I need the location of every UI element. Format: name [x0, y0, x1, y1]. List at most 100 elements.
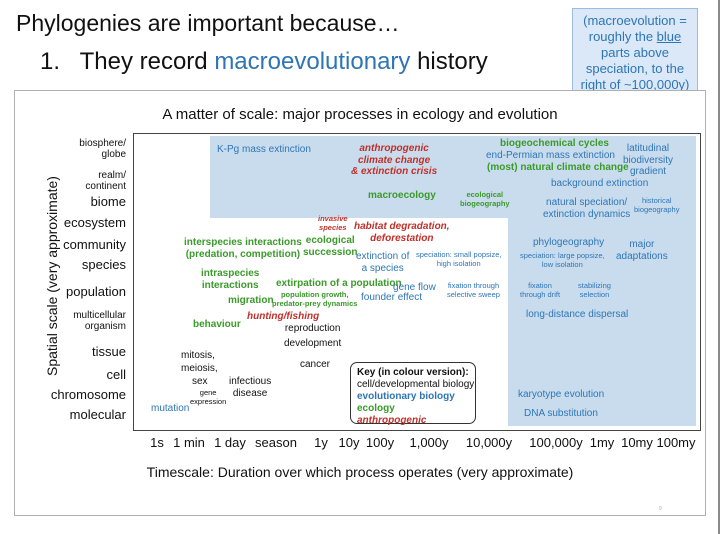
label-line: adaptations — [616, 250, 668, 262]
label-long-distance-dispersal: long-distance dispersal — [526, 309, 629, 320]
x-tick: 1,000y — [409, 435, 449, 450]
label-line: natural speciation/ — [546, 197, 628, 208]
note-text: roughly the — [588, 29, 657, 44]
note-underlined: blue — [656, 29, 682, 44]
label-extinction-of-species: extinction of a species — [356, 251, 409, 274]
x-tick: 1my — [589, 435, 615, 450]
label-karyotype-evolution: karyotype evolution — [518, 389, 605, 400]
label-line: latitudinal — [626, 143, 670, 154]
y-tick-community: community — [63, 237, 126, 252]
y-tick-cell: cell — [106, 367, 126, 382]
label-dna-substitution: DNA substitution — [524, 408, 598, 419]
label-line: fixation through — [447, 281, 500, 290]
label-line: reproduction — [284, 323, 341, 334]
label-line: extinction dynamics — [543, 208, 631, 220]
y-tick-species: species — [81, 257, 126, 272]
label-line: mitosis, — [181, 350, 215, 361]
label-line: meiosis, — [181, 363, 218, 374]
label-line: development — [284, 338, 342, 349]
figure-title: A matter of scale: major processes in ec… — [162, 106, 558, 123]
tick-line: realm/ — [98, 170, 126, 181]
label-line: & extinction crisis — [351, 166, 438, 177]
label-speciation-large-popsize: speciation: large popsize, low isolation — [520, 251, 605, 269]
label-ecological-succession: ecological succession — [303, 235, 357, 258]
note-line: parts above — [601, 45, 669, 60]
x-tick: season — [255, 435, 297, 450]
y-tick-chromosome: chromosome — [50, 387, 126, 402]
y-axis-label: Spatial scale (very approximate) — [44, 176, 60, 376]
key-title: Key (in colour version): — [357, 367, 469, 378]
label-ecological-biogeography: ecological biogeography — [460, 190, 510, 208]
label-line: fixation — [528, 281, 552, 290]
colour-key: Key (in colour version): cell/developmen… — [350, 362, 476, 426]
point-number: 1. — [40, 48, 61, 75]
label-line: low isolation — [541, 259, 583, 269]
label-gene-expression: gene expression — [190, 388, 227, 406]
label-line: extinction of — [356, 251, 410, 262]
macroevolution-region-right — [508, 218, 696, 426]
note-line: speciation, to the — [585, 61, 685, 76]
y-tick-ecosystem: ecosystem — [63, 215, 126, 230]
label-infectious-disease: infectious disease — [229, 376, 271, 400]
label-macroecology: macroecology — [368, 190, 436, 201]
label-biogeochemical-cycles: biogeochemical cycles — [500, 138, 609, 149]
label-line: intraspecies — [201, 268, 260, 279]
note-line: right of ~100,000y) — [580, 77, 690, 92]
label-habitat-degradation: habitat degradation, deforestation — [354, 221, 450, 244]
tick-line: organism — [84, 321, 126, 332]
label-major-adaptations: major adaptations — [616, 239, 668, 262]
point-highlight: macroevolutionary — [214, 48, 411, 75]
x-tick: 10my — [621, 435, 653, 450]
label-line: historical — [641, 196, 672, 205]
y-tick-population: population — [66, 284, 126, 299]
label-line: (predation, competition) — [185, 248, 301, 260]
plot-frame — [133, 133, 701, 431]
label-historical-biogeography: historical biogeography — [634, 196, 680, 214]
label-interspecies-interactions: interspecies interactions (predation, co… — [184, 237, 302, 260]
label-line: high isolation — [436, 258, 481, 268]
label-line: expression — [190, 396, 227, 406]
label-stabilizing-selection: stabilizing selection — [578, 281, 611, 299]
x-tick: 100my — [656, 435, 696, 450]
label-cancer: cancer — [300, 359, 331, 370]
label-reproduction-development: reproduction development — [284, 321, 341, 351]
tick-line: continent — [85, 181, 126, 192]
label-line: deforestation — [370, 232, 434, 244]
label-line: interactions — [201, 279, 259, 291]
label-line: interspecies interactions — [184, 237, 302, 248]
label-population-growth: population growth, predator-prey dynamic… — [272, 290, 358, 308]
key-red: anthropogenic — [357, 415, 427, 426]
label-mitosis-meiosis-sex: mitosis, meiosis, sex — [181, 349, 218, 388]
label-founder-effect: founder effect — [361, 292, 422, 303]
label-speciation-small-popsize: speciation: small popsize, high isolatio… — [416, 250, 502, 268]
x-tick: 10y — [338, 435, 360, 450]
x-tick: 100y — [365, 435, 395, 450]
slide-point: 1. They record macroevolutionary history — [40, 48, 488, 76]
x-tick: 1 day — [214, 435, 246, 450]
label-line: biodiversity — [623, 154, 674, 166]
tick-line: globe — [101, 149, 126, 160]
x-axis-label: Timescale: Duration over which process o… — [146, 464, 574, 480]
label-behaviour: behaviour — [193, 319, 241, 330]
label-line: disease — [232, 388, 268, 399]
label-hunting-fishing: hunting/fishing — [247, 311, 320, 322]
label-phylogeography: phylogeography — [533, 237, 605, 248]
label-line: succession — [303, 246, 358, 258]
label-fixation-drift: fixation through drift — [520, 281, 560, 299]
label-line: sex — [192, 376, 208, 387]
label-line: speciation: small popsize, — [416, 250, 502, 259]
key-blue: evolutionary biology — [357, 391, 455, 402]
x-tick: 10,000y — [465, 435, 513, 450]
label-line: predator-prey dynamics — [272, 298, 358, 308]
label-invasive-species: invasive species — [318, 214, 348, 232]
y-tick-tissue: tissue — [92, 344, 126, 359]
label-line: biogeography — [460, 198, 510, 208]
y-tick-biome: biome — [90, 194, 126, 209]
key-black: cell/developmental biology — [357, 379, 475, 390]
label-extirpation: extirpation of a population — [276, 278, 402, 289]
label-line: biogeography — [634, 204, 680, 214]
point-text-prefix: They record — [79, 48, 215, 75]
label-natural-climate-change: (most) natural climate change — [487, 162, 629, 173]
label-line: stabilizing — [578, 281, 611, 290]
